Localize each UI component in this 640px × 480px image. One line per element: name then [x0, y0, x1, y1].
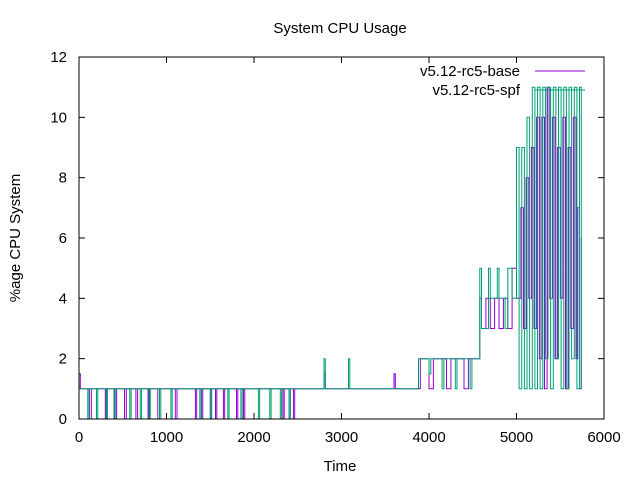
plot-area: 0 1000 2000 3000 4000 5000 6000 0 2 4 6 8 10 12	[50, 49, 620, 446]
series-line-1	[79, 86, 582, 420]
y-tick-label: 12	[50, 49, 67, 66]
x-tick-label: 1000	[150, 429, 183, 446]
legend-label-0: v5.12-rc5-base	[420, 63, 520, 80]
y-tick-label: 6	[59, 230, 67, 247]
y-axis-label: %age CPU System	[7, 174, 24, 302]
y-tick-label: 10	[50, 109, 67, 126]
x-tick-label: 2000	[237, 429, 270, 446]
series-line-0	[79, 86, 582, 420]
legend-label-1: v5.12-rc5-spf	[432, 82, 520, 99]
plot-frame	[78, 56, 605, 420]
x-tick-label: 3000	[325, 429, 358, 446]
y-tick-label: 0	[59, 411, 67, 428]
y-tick-label: 8	[59, 170, 67, 187]
x-axis-label: Time	[324, 458, 357, 475]
x-tick-label: 6000	[587, 429, 620, 446]
x-tick-label: 4000	[412, 429, 445, 446]
y-tick-label: 2	[59, 351, 67, 368]
chart-title: System CPU Usage	[273, 20, 406, 37]
x-tick-label: 5000	[500, 429, 533, 446]
legend: v5.12-rc5-base v5.12-rc5-spf	[420, 63, 585, 99]
x-tick-label: 0	[75, 429, 83, 446]
y-tick-label: 4	[59, 290, 67, 307]
